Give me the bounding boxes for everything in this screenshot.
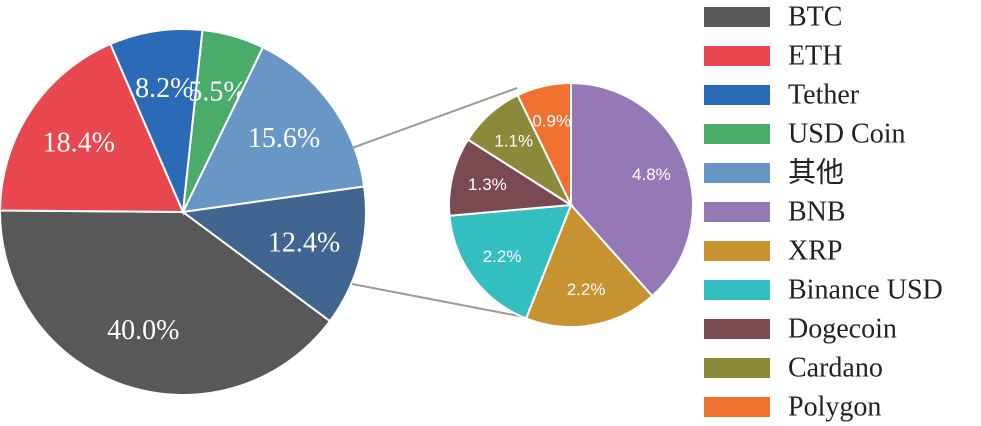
legend-item-cardano: Cardano <box>704 353 883 384</box>
main-pie-label-other-4: 15.6% <box>248 123 320 154</box>
sub-pie-slice-binance-usd-2 <box>448 203 573 320</box>
legend-swatch-xrp <box>704 241 770 261</box>
legend-swatch-eth <box>704 46 770 66</box>
main-pie-slice-eth-1 <box>0 42 185 214</box>
legend-label-tether: Tether <box>788 80 860 111</box>
main-pie: 40.0%18.4%8.2%5.5%15.6%12.4% <box>0 28 367 396</box>
legend-label-btc: BTC <box>788 2 842 33</box>
legend-label-usd-coin: USD Coin <box>788 119 905 150</box>
sub-pie-label-dogecoin-3: 1.3% <box>468 175 507 194</box>
sub-pie-label-cardano-4: 1.1% <box>494 131 533 150</box>
legend-swatch-dogecoin <box>704 319 770 339</box>
legend-item-polygon: Polygon <box>704 392 881 423</box>
legend-swatch-other <box>704 163 770 183</box>
legend-swatch-btc <box>704 7 770 27</box>
sub-pie: 4.8% 2.2% 2.2% 1.3% 1.1%0.9% <box>448 81 694 328</box>
legend-item-other: 其他 <box>704 157 844 189</box>
main-pie-label-eth-1: 18.4% <box>43 127 115 158</box>
legend-item-tether: Tether <box>704 80 860 111</box>
sub-pie-slice-bnb-0 <box>570 81 694 298</box>
main-pie-label-btc-0: 40.0% <box>107 315 179 346</box>
legend-label-binance-usd: Binance USD <box>788 275 943 306</box>
legend-item-binance-usd: Binance USD <box>704 275 943 306</box>
sub-pie-slice-xrp-1 <box>524 203 654 328</box>
legend-swatch-cardano <box>704 358 770 378</box>
sub-pie-label-xrp-1: 2.2% <box>567 280 606 299</box>
legend-label-other: 其他 <box>788 157 844 189</box>
legend-item-bnb: BNB <box>704 197 846 228</box>
legend-item-xrp: XRP <box>704 236 842 267</box>
legend-label-cardano: Cardano <box>788 353 883 384</box>
legend-label-xrp: XRP <box>788 236 842 267</box>
legend-item-eth: ETH <box>704 41 842 72</box>
legend-swatch-polygon <box>704 397 770 417</box>
sub-pie-slice-polygon-5 <box>516 81 572 206</box>
main-pie-slice-btc-0 <box>0 209 332 396</box>
legend-label-eth: ETH <box>788 41 842 72</box>
legend-item-dogecoin: Dogecoin <box>704 314 897 345</box>
legend-label-dogecoin: Dogecoin <box>788 314 897 345</box>
main-pie-label-tether-2: 8.2% <box>135 73 193 104</box>
legend-label-bnb: BNB <box>788 197 846 228</box>
legend-label-polygon: Polygon <box>788 392 881 423</box>
sub-pie-slice-dogecoin-3 <box>448 138 575 217</box>
connector-line-top <box>351 87 518 149</box>
legend-swatch-usd-coin <box>704 124 770 144</box>
legend: BTC ETH Tether USD Coin 其他 BNB XRP Binance USD D… <box>704 2 943 423</box>
main-pie-label-other-5: 12.4% <box>268 227 340 258</box>
sub-pie-label-binance-usd-2: 2.2% <box>483 247 522 266</box>
main-pie-slice-other-5 <box>180 185 367 323</box>
sub-pie-label-bnb-0: 4.8% <box>632 165 671 184</box>
main-pie-slice-tether-2 <box>109 28 204 216</box>
legend-swatch-tether <box>704 85 770 105</box>
legend-swatch-binance-usd <box>704 280 770 300</box>
main-pie-slice-other-4 <box>181 46 366 214</box>
legend-item-btc: BTC <box>704 2 842 33</box>
legend-item-usd-coin: USD Coin <box>704 119 905 150</box>
sub-pie-label-polygon-5: 0.9% <box>532 112 571 131</box>
legend-swatch-bnb <box>704 202 770 222</box>
